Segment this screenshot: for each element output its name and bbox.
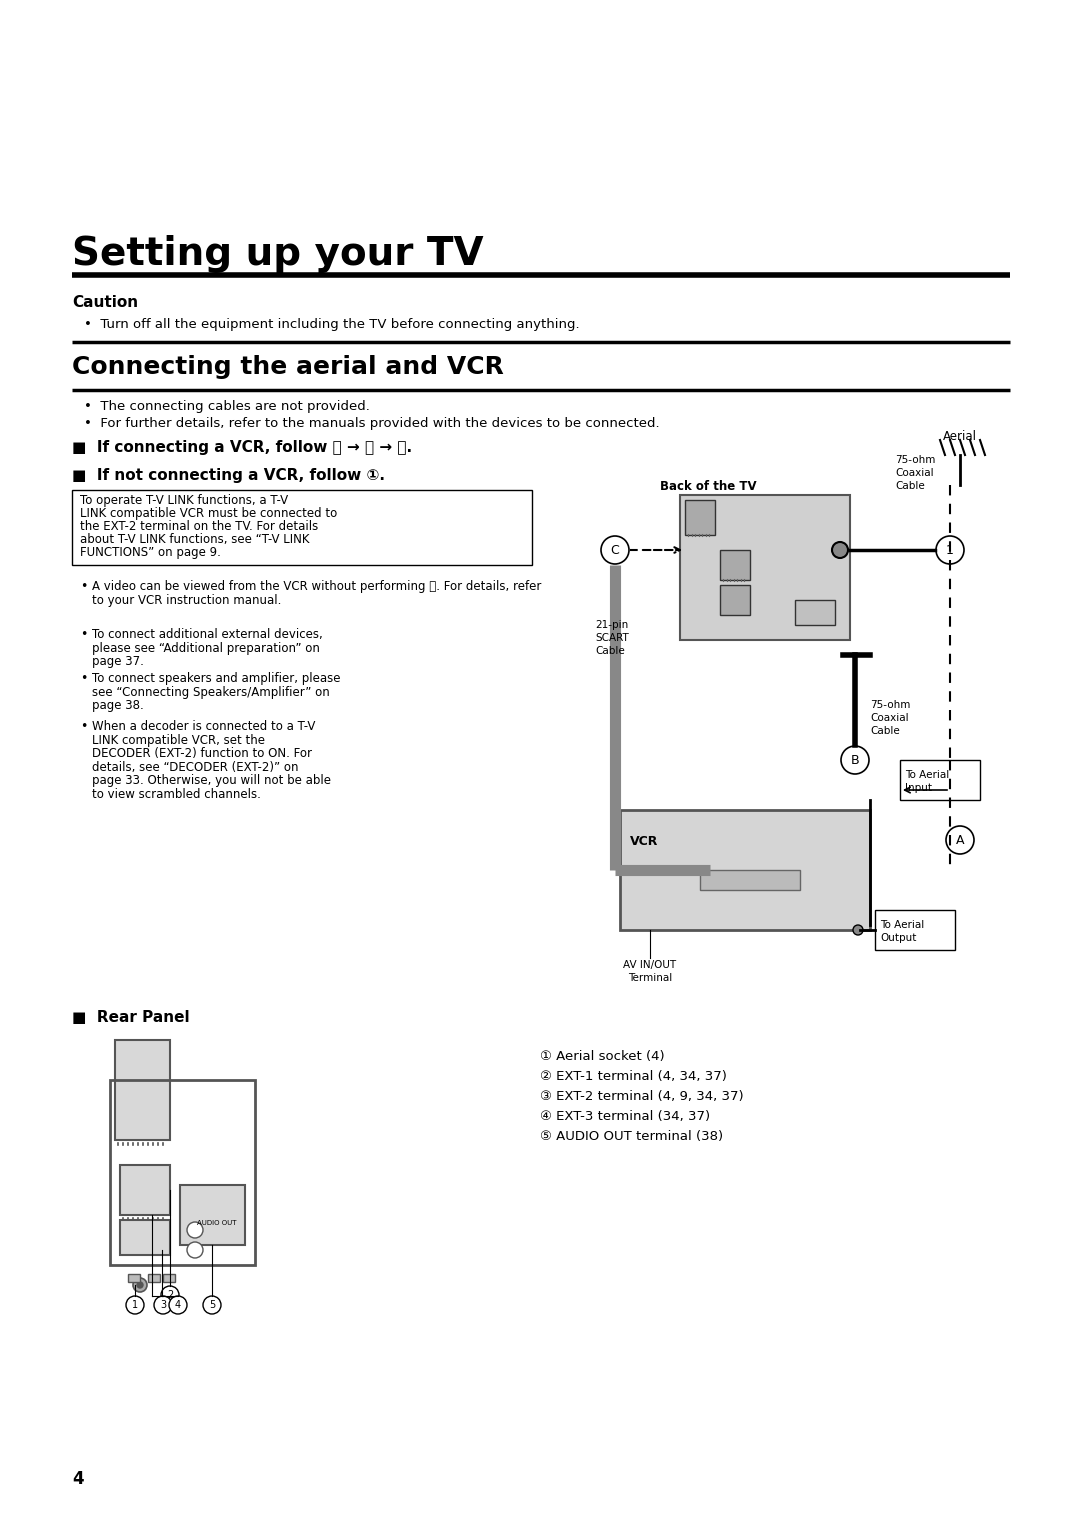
Text: to view scrambled channels.: to view scrambled channels.: [92, 787, 261, 801]
Text: Setting up your TV: Setting up your TV: [72, 235, 484, 274]
Text: Back of the TV: Back of the TV: [660, 480, 757, 494]
Text: VCR: VCR: [630, 834, 659, 848]
Text: ■  If not connecting a VCR, follow ①.: ■ If not connecting a VCR, follow ①.: [72, 468, 384, 483]
Circle shape: [187, 1222, 203, 1238]
Text: 21-pin: 21-pin: [595, 620, 629, 630]
Bar: [180, 1186, 245, 1245]
Text: Aerial: Aerial: [943, 429, 977, 443]
Text: •  The connecting cables are not provided.: • The connecting cables are not provided…: [84, 400, 369, 413]
Bar: [110, 1080, 255, 1265]
Text: To connect additional external devices,: To connect additional external devices,: [92, 628, 323, 642]
Text: To connect speakers and amplifier, please: To connect speakers and amplifier, pleas…: [92, 672, 340, 685]
Text: page 38.: page 38.: [92, 698, 144, 712]
Text: Coaxial: Coaxial: [895, 468, 933, 478]
Text: B: B: [851, 753, 860, 767]
Text: 75-ohm: 75-ohm: [870, 700, 910, 711]
Text: Input: Input: [905, 782, 932, 793]
Text: DECODER (EXT-2) function to ON. For: DECODER (EXT-2) function to ON. For: [92, 747, 312, 759]
Circle shape: [936, 536, 964, 564]
Text: Caution: Caution: [72, 295, 138, 310]
Text: A video can be viewed from the VCR without performing Ⓒ. For details, refer: A video can be viewed from the VCR witho…: [92, 581, 541, 593]
Bar: [685, 500, 715, 535]
Text: 4: 4: [72, 1470, 83, 1488]
Text: •  Turn off all the equipment including the TV before connecting anything.: • Turn off all the equipment including t…: [84, 318, 580, 332]
Bar: [720, 550, 750, 581]
Text: 5: 5: [208, 1300, 215, 1309]
Bar: [900, 759, 980, 801]
Bar: [148, 1274, 160, 1282]
Circle shape: [946, 827, 974, 854]
Circle shape: [137, 1282, 143, 1288]
Text: LINK compatible VCR, set the: LINK compatible VCR, set the: [92, 733, 265, 747]
Text: SCART: SCART: [595, 633, 629, 643]
Text: ⑤ AUDIO OUT terminal (38): ⑤ AUDIO OUT terminal (38): [540, 1131, 724, 1143]
Bar: [680, 495, 850, 640]
Text: page 33. Otherwise, you will not be able: page 33. Otherwise, you will not be able: [92, 775, 330, 787]
Circle shape: [126, 1296, 144, 1314]
Text: Cable: Cable: [870, 726, 900, 736]
Text: 4: 4: [175, 1300, 181, 1309]
Text: FUNCTIONS” on page 9.: FUNCTIONS” on page 9.: [80, 545, 221, 559]
Text: page 37.: page 37.: [92, 656, 144, 668]
Text: 2: 2: [167, 1290, 173, 1300]
Bar: [72, 490, 532, 565]
Bar: [129, 1274, 140, 1282]
Text: To Aerial: To Aerial: [905, 770, 949, 779]
Text: AUDIO OUT: AUDIO OUT: [197, 1219, 237, 1225]
Circle shape: [187, 1242, 203, 1258]
Bar: [120, 1164, 170, 1215]
Text: the EXT-2 terminal on the TV. For details: the EXT-2 terminal on the TV. For detail…: [80, 520, 319, 533]
Bar: [700, 869, 800, 889]
Text: ③ EXT-2 terminal (4, 9, 34, 37): ③ EXT-2 terminal (4, 9, 34, 37): [540, 1089, 744, 1103]
Circle shape: [203, 1296, 221, 1314]
Text: •: •: [80, 628, 87, 642]
Text: AV IN/OUT: AV IN/OUT: [623, 960, 676, 970]
Text: details, see “DECODER (EXT-2)” on: details, see “DECODER (EXT-2)” on: [92, 761, 298, 773]
Text: Cable: Cable: [895, 481, 924, 490]
Text: To Aerial: To Aerial: [880, 920, 924, 931]
Text: ② EXT-1 terminal (4, 34, 37): ② EXT-1 terminal (4, 34, 37): [540, 1070, 727, 1083]
Text: 1: 1: [132, 1300, 138, 1309]
Bar: [720, 585, 750, 614]
Text: to your VCR instruction manual.: to your VCR instruction manual.: [92, 593, 282, 607]
Text: •: •: [80, 672, 87, 685]
Text: LINK compatible VCR must be connected to: LINK compatible VCR must be connected to: [80, 507, 337, 520]
Text: 1: 1: [946, 544, 954, 556]
Text: •  For further details, refer to the manuals provided with the devices to be con: • For further details, refer to the manu…: [84, 417, 660, 429]
Bar: [163, 1274, 175, 1282]
Text: about T-V LINK functions, see “T-V LINK: about T-V LINK functions, see “T-V LINK: [80, 533, 310, 545]
Circle shape: [161, 1287, 179, 1303]
Bar: [620, 810, 870, 931]
Text: please see “Additional preparation” on: please see “Additional preparation” on: [92, 642, 320, 654]
Text: •: •: [80, 720, 87, 733]
Text: Coaxial: Coaxial: [870, 714, 908, 723]
Circle shape: [154, 1296, 172, 1314]
Circle shape: [133, 1277, 147, 1293]
Bar: [795, 601, 835, 625]
Text: When a decoder is connected to a T-V: When a decoder is connected to a T-V: [92, 720, 315, 733]
Text: ■  If connecting a VCR, follow Ⓐ → Ⓑ → Ⓒ.: ■ If connecting a VCR, follow Ⓐ → Ⓑ → Ⓒ.: [72, 440, 413, 455]
Bar: [875, 911, 955, 950]
Text: ① Aerial socket (4): ① Aerial socket (4): [540, 1050, 664, 1063]
Text: C: C: [610, 544, 619, 556]
Text: ■  Rear Panel: ■ Rear Panel: [72, 1010, 190, 1025]
Text: To operate T-V LINK functions, a T-V: To operate T-V LINK functions, a T-V: [80, 494, 288, 507]
Text: •: •: [80, 581, 87, 593]
Circle shape: [168, 1296, 187, 1314]
Text: 3: 3: [160, 1300, 166, 1309]
Text: Terminal: Terminal: [627, 973, 672, 983]
Circle shape: [841, 746, 869, 775]
Circle shape: [853, 924, 863, 935]
Text: Connecting the aerial and VCR: Connecting the aerial and VCR: [72, 354, 504, 379]
Circle shape: [600, 536, 629, 564]
Text: A: A: [956, 833, 964, 847]
Text: see “Connecting Speakers/Amplifier” on: see “Connecting Speakers/Amplifier” on: [92, 686, 329, 698]
Bar: [114, 1041, 170, 1140]
Bar: [120, 1219, 170, 1254]
Text: ④ EXT-3 terminal (34, 37): ④ EXT-3 terminal (34, 37): [540, 1109, 711, 1123]
Text: Cable: Cable: [595, 646, 624, 656]
Text: 75-ohm: 75-ohm: [895, 455, 935, 465]
Circle shape: [832, 542, 848, 558]
Text: Output: Output: [880, 934, 916, 943]
